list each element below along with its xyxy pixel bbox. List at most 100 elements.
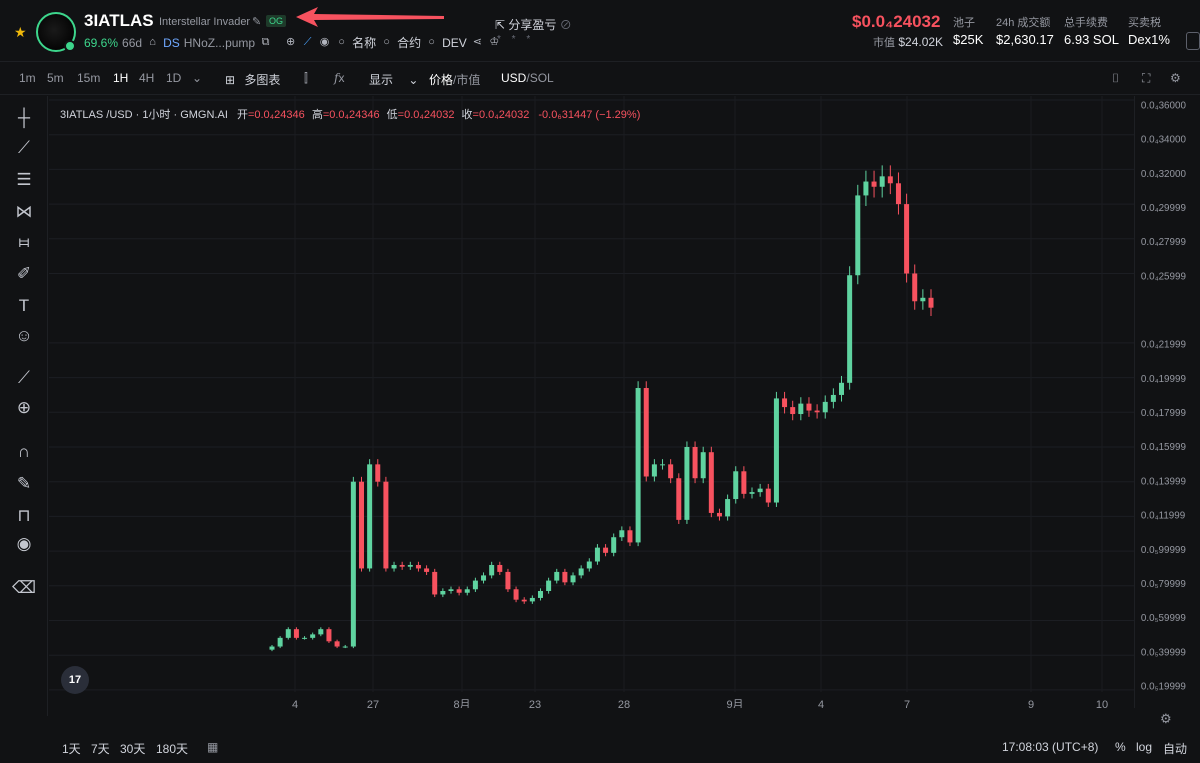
display-dropdown[interactable]: 显示 ⌄ (369, 71, 418, 88)
y-tick-label: 0.0₅39999 (1141, 647, 1186, 658)
candle (546, 580, 552, 592)
range-180d[interactable]: 180天 (156, 742, 189, 756)
stat-pool-value: $25K (953, 32, 984, 47)
range-1d[interactable]: 1天 (62, 742, 81, 756)
chevron-down-icon: ⌄ (408, 73, 419, 87)
candle (367, 464, 373, 569)
search-contract-link[interactable]: 合约 (397, 36, 422, 50)
candle (342, 646, 348, 648)
brush-icon[interactable]: ✐ (16, 264, 32, 283)
candle (358, 481, 364, 569)
interval-5m[interactable]: 5m (47, 71, 64, 85)
currency-sol[interactable]: SOL (529, 71, 554, 85)
interval-1h[interactable]: 1H (113, 71, 129, 85)
camera-icon[interactable]: ⌷ (1112, 71, 1120, 85)
legend-symbol: 3IATLAS /USD · 1小时 · GMGN.AI (60, 109, 228, 121)
telegram-icon[interactable]: ⟋ (303, 36, 312, 48)
chevron-down-icon[interactable]: ⌄ (192, 71, 203, 85)
candle (798, 403, 804, 415)
fullscreen-icon[interactable]: ⛶ (1142, 71, 1151, 85)
share-stars: * * * (497, 34, 535, 45)
range-30d[interactable]: 30天 (120, 742, 146, 756)
magnet-icon[interactable]: ∩ (17, 442, 31, 461)
percent-toggle[interactable]: % (1115, 740, 1126, 754)
price-mcap-toggle[interactable]: 价格/市值 (429, 73, 481, 87)
fib-icon[interactable]: ⧦ (18, 232, 30, 251)
candle (741, 471, 747, 494)
share-pnl-button[interactable]: ⇱ 分享盈亏 ⊘ (495, 18, 572, 32)
stat-fees-label: 总手续费 (1064, 17, 1108, 29)
emoji-icon[interactable]: ☺ (15, 326, 33, 345)
auto-toggle[interactable]: 自动 (1163, 742, 1188, 756)
clock-time[interactable]: 17:08:03 (UTC+8) (1002, 740, 1099, 754)
mcap-toggle[interactable]: 市值 (456, 73, 481, 87)
x-tick-label: 23 (529, 699, 541, 708)
x-icon[interactable]: ◉ (319, 36, 330, 48)
price-toggle[interactable]: 价格 (429, 73, 454, 87)
x-tick-label: 4 (292, 699, 298, 708)
zoom-in-icon[interactable]: ⊕ (16, 398, 32, 417)
multi-chart-button[interactable]: ⊞ 多图表 (225, 73, 281, 87)
hide-icon[interactable]: ⊘ (559, 18, 572, 32)
share-icon[interactable]: ⋖ (472, 36, 482, 48)
dev-link[interactable]: DEV (442, 35, 467, 50)
crown-icon[interactable]: ♔ (489, 36, 500, 48)
panel-toggle-icon[interactable] (1186, 32, 1200, 50)
token-header: ★ 3IATLAS Interstellar Invader ✎ OG 69.6… (0, 0, 1200, 62)
candle (879, 176, 885, 187)
candle (733, 471, 739, 500)
horizontal-lines-icon[interactable]: ☰ (16, 170, 32, 189)
trendline-icon[interactable]: ⟋ (18, 138, 30, 157)
globe-icon[interactable]: ⊕ (285, 36, 296, 48)
candle (871, 181, 877, 187)
text-icon[interactable]: T (18, 296, 30, 315)
log-toggle[interactable]: log (1136, 740, 1153, 754)
currency-toggle[interactable]: USD/SOL (501, 71, 554, 85)
copy-icon[interactable]: ⧉ (261, 36, 270, 48)
candle (635, 388, 641, 543)
axis-settings-icon[interactable]: ⚙ (1160, 711, 1172, 726)
search-icon[interactable]: ○ (383, 36, 390, 48)
currency-usd[interactable]: USD (501, 71, 527, 85)
lock-drawing-icon[interactable]: ✎ (16, 474, 32, 493)
pattern-icon[interactable]: ⋈ (15, 202, 33, 221)
candle (562, 571, 568, 583)
candle (586, 561, 592, 569)
star-icon[interactable]: ★ (14, 24, 27, 40)
calendar-icon[interactable]: ▦ (207, 740, 219, 754)
trash-icon[interactable]: ⌫ (12, 578, 37, 597)
interval-15m[interactable]: 15m (77, 71, 101, 85)
pencil-icon[interactable]: ✎ (252, 16, 262, 28)
search-icon[interactable]: ○ (428, 36, 435, 48)
eye-icon[interactable]: ◉ (16, 534, 32, 553)
candle (391, 564, 397, 569)
price-chart[interactable]: 4 27 8月 23 28 9月 4 7 9 10 (49, 96, 1134, 708)
candle (505, 571, 511, 590)
search-name-link[interactable]: 名称 (352, 36, 377, 50)
x-tick-label: 10 (1096, 699, 1108, 708)
token-meta-row: 69.6% 66d ⌂ DS HNoZ...pump ⧉ ⊕ ⟋ ◉ ○ 名称 … (84, 34, 501, 51)
settings-icon[interactable]: ⚙ (1170, 71, 1181, 85)
interval-1m[interactable]: 1m (19, 71, 36, 85)
tradingview-logo[interactable]: 17 (61, 666, 89, 694)
candle (285, 629, 291, 638)
indicators-icon[interactable]: fx (334, 71, 345, 85)
interval-4h[interactable]: 4H (139, 71, 155, 85)
lock-icon[interactable]: ⊓ (17, 506, 31, 525)
ruler-icon[interactable]: ⟋ (18, 368, 30, 387)
candle (489, 564, 495, 576)
search-icon[interactable]: ○ (338, 36, 345, 48)
candle (895, 183, 901, 205)
candle (310, 634, 316, 638)
price-axis[interactable]: 0.0₄36000 0.0₄34000 0.0₄32000 0.0₄29999 0.0₄… (1134, 96, 1200, 708)
candle (603, 547, 609, 553)
candle (334, 641, 340, 647)
candle (375, 464, 381, 482)
crosshair-icon[interactable]: ┼ (17, 108, 31, 127)
y-tick-label: 0.0₅19999 (1141, 681, 1186, 692)
interval-1d[interactable]: 1D (166, 71, 182, 85)
candle (383, 481, 389, 569)
range-7d[interactable]: 7天 (91, 742, 110, 756)
candle-type-icon[interactable]: ⫿ (304, 71, 308, 85)
token-address[interactable]: HNoZ...pump (183, 35, 256, 50)
